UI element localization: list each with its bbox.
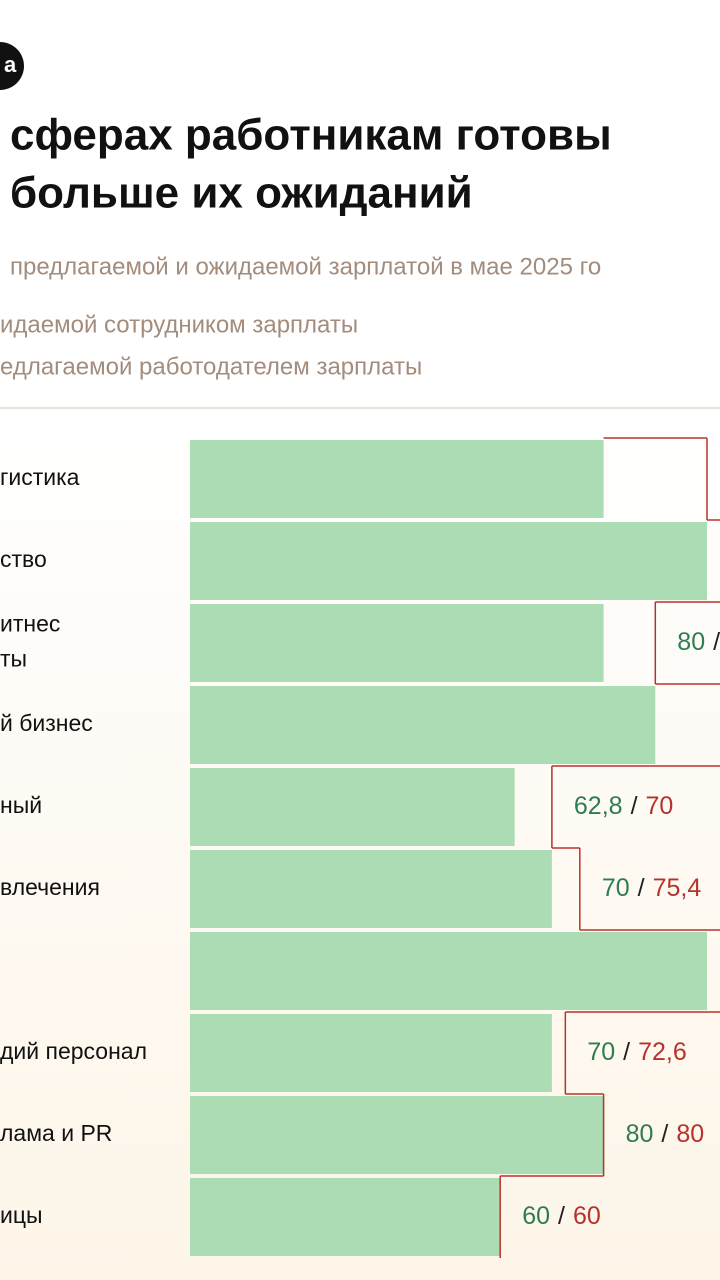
badge (0, 42, 24, 90)
bar (190, 932, 707, 1010)
bar (190, 686, 656, 764)
offered-value: 70 (602, 874, 630, 902)
bar (190, 440, 604, 518)
value-label: 62,8 / 70 (574, 792, 673, 820)
bar (190, 1014, 552, 1092)
value-label: 60 / 60 (522, 1202, 601, 1230)
expected-value: 60 (573, 1202, 601, 1230)
expected-value: 72,6 (638, 1038, 687, 1066)
offered-value: 60 (522, 1202, 550, 1230)
category-label: ство (0, 546, 47, 572)
bar (190, 1178, 501, 1256)
expected-value: 75,4 (653, 874, 702, 902)
bar (190, 850, 552, 928)
offered-value: 80 (677, 628, 705, 656)
label-separator: / (638, 874, 645, 902)
value-label: 80/80 (626, 1120, 705, 1148)
label-separator: / (623, 1038, 630, 1066)
bar (190, 522, 707, 600)
category-label: дий персонал (0, 1038, 147, 1064)
offered-value: 70 (587, 1038, 615, 1066)
label-separator: / (661, 1120, 668, 1148)
bar (190, 768, 515, 846)
bar (190, 604, 604, 682)
offered-value: 80 (626, 1120, 654, 1148)
legend-entry: идаемой сотрудником зарплаты (0, 311, 358, 338)
legend-entry: едлагаемой работодателем зарплаты (0, 353, 422, 380)
category-label: итнес (0, 611, 60, 637)
label-separator: / (631, 792, 638, 820)
expected-value: 70 (646, 792, 674, 820)
bar (190, 1096, 604, 1174)
label-separator: / (558, 1202, 565, 1230)
expected-value: 80 (676, 1120, 704, 1148)
badge-text: а (4, 52, 17, 77)
category-label: лама и PR (0, 1120, 112, 1146)
category-label: ицы (0, 1202, 43, 1228)
category-label: влечения (0, 874, 100, 900)
category-label: ный (0, 792, 42, 818)
value-label: 70 / 72,6 (587, 1038, 686, 1066)
value-label: 70 / 75,4 (602, 874, 702, 902)
category-label: ты (0, 646, 27, 672)
title: больше их ожиданий (10, 169, 473, 218)
offered-value: 62,8 (574, 792, 623, 820)
label-separator: / (713, 628, 720, 656)
category-label: й бизнес (0, 710, 93, 736)
subtitle: предлагаемой и ожидаемой зарплатой в мае… (10, 253, 601, 280)
category-label: гистика (0, 464, 80, 490)
title: сферах работникам готовы (10, 111, 612, 160)
value-label: 80 / (677, 628, 720, 656)
